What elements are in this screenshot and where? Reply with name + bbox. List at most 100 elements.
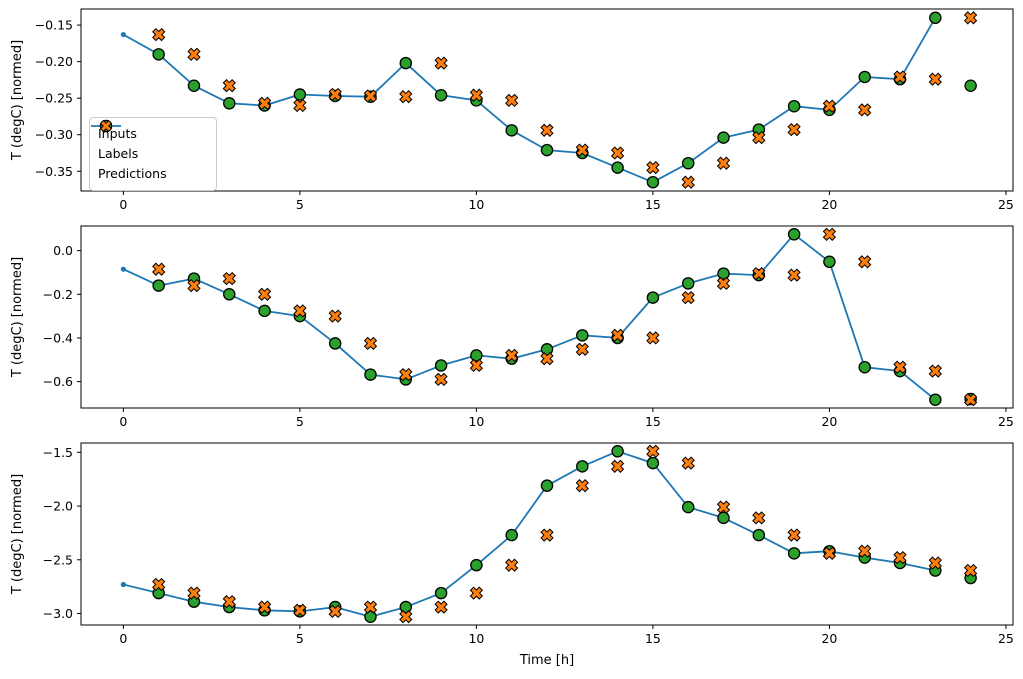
prediction-x-marker xyxy=(363,600,378,614)
plot-background xyxy=(81,226,1013,408)
label-circle-marker xyxy=(929,11,942,25)
prediction-x-marker xyxy=(328,309,342,323)
y-tick-label: 0.0 xyxy=(53,243,73,258)
label-circle-marker xyxy=(646,175,660,189)
y-tick-label: −0.35 xyxy=(35,164,73,179)
x-tick-label: 5 xyxy=(296,197,304,212)
prediction-x-marker xyxy=(540,528,554,542)
prediction-x-marker xyxy=(893,360,907,374)
label-circle-marker xyxy=(717,267,730,280)
label-circle-marker xyxy=(646,456,660,470)
legend: Inputs Labels Predictions xyxy=(89,117,217,191)
prediction-x-marker xyxy=(293,603,307,617)
prediction-x-marker xyxy=(575,143,589,157)
label-circle-marker xyxy=(611,445,624,458)
label-circle-marker xyxy=(434,359,448,372)
label-circle-marker xyxy=(399,600,413,614)
x-tick-label: 20 xyxy=(821,631,837,646)
axes-frame xyxy=(80,442,1014,626)
prediction-x-marker xyxy=(858,103,872,117)
axes-frame xyxy=(80,225,1014,409)
x-tick-label: 10 xyxy=(468,631,484,646)
prediction-x-marker xyxy=(505,348,519,363)
y-tick-label: −0.4 xyxy=(43,330,73,345)
x-tick-label: 25 xyxy=(998,197,1014,212)
legend-label-predictions: Predictions xyxy=(98,166,167,181)
series-group xyxy=(120,11,978,189)
series-group xyxy=(120,444,978,624)
prediction-x-marker xyxy=(222,271,236,286)
prediction-x-marker xyxy=(540,352,554,366)
predictions-x-icon xyxy=(99,119,113,133)
prediction-x-marker xyxy=(187,586,201,600)
y-tick-label: −0.25 xyxy=(35,91,73,106)
prediction-x-marker xyxy=(963,393,978,407)
prediction-x-marker xyxy=(822,227,837,241)
prediction-x-marker xyxy=(469,88,484,102)
prediction-x-marker xyxy=(716,156,731,170)
prediction-x-marker xyxy=(787,528,801,542)
prediction-x-marker xyxy=(716,276,731,291)
prediction-x-marker xyxy=(752,511,766,525)
prediction-x-marker xyxy=(646,160,660,175)
prediction-x-marker xyxy=(293,98,307,113)
prediction-x-marker xyxy=(222,595,236,609)
label-circle-marker xyxy=(858,70,871,84)
label-circle-marker xyxy=(611,161,624,174)
label-circle-marker xyxy=(258,304,271,318)
prediction-x-marker xyxy=(963,563,978,578)
label-circle-marker xyxy=(434,88,448,102)
prediction-x-marker xyxy=(575,479,589,493)
label-circle-marker xyxy=(576,329,589,342)
prediction-x-marker xyxy=(399,90,413,104)
y-tick-label: −1.5 xyxy=(43,445,73,460)
y-axis-label: T (degC) [normed] xyxy=(10,474,25,595)
legend-item-labels: Labels xyxy=(98,119,208,164)
x-tick-label: 5 xyxy=(296,414,304,429)
x-tick-label: 15 xyxy=(645,197,661,212)
x-tick-label: 5 xyxy=(296,631,304,646)
label-circle-marker xyxy=(752,528,766,542)
prediction-x-marker xyxy=(505,558,519,572)
x-tick-label: 10 xyxy=(468,414,484,429)
inputs-line xyxy=(123,233,936,401)
label-circle-marker xyxy=(505,124,518,137)
label-circle-marker xyxy=(540,143,554,157)
label-circle-marker xyxy=(152,279,165,292)
label-circle-marker xyxy=(681,500,695,514)
series-group xyxy=(120,227,978,407)
prediction-x-marker xyxy=(363,336,378,351)
y-axis-label: T (degC) [normed] xyxy=(10,40,25,161)
label-circle-marker xyxy=(576,460,589,473)
label-circle-marker xyxy=(434,586,448,600)
prediction-x-marker xyxy=(187,278,201,293)
label-circle-marker xyxy=(717,131,730,144)
plot-background xyxy=(81,9,1013,191)
prediction-x-marker xyxy=(752,266,766,281)
prediction-x-marker xyxy=(928,72,942,86)
prediction-x-marker xyxy=(505,93,519,108)
prediction-x-marker xyxy=(434,56,448,70)
label-circle-marker xyxy=(470,558,483,572)
axes-frame xyxy=(80,8,1014,192)
prediction-x-marker xyxy=(752,130,766,145)
prediction-x-marker xyxy=(858,544,872,558)
label-circle-marker xyxy=(787,547,801,560)
label-circle-marker xyxy=(681,156,695,170)
prediction-x-marker xyxy=(257,96,272,110)
x-tick-label: 20 xyxy=(821,414,837,429)
prediction-x-marker xyxy=(646,331,660,345)
prediction-x-marker xyxy=(787,122,801,137)
y-tick-label: −2.5 xyxy=(43,552,73,567)
prediction-x-marker xyxy=(716,500,731,514)
prediction-x-marker xyxy=(187,47,201,61)
label-circle-marker xyxy=(646,291,660,304)
prediction-x-marker xyxy=(152,262,166,276)
prediction-x-marker xyxy=(469,358,484,373)
x-tick-label: 25 xyxy=(998,414,1014,429)
x-tick-label: 0 xyxy=(119,631,127,646)
x-axis-label: Time [h] xyxy=(519,653,574,668)
prediction-x-marker xyxy=(928,364,942,378)
